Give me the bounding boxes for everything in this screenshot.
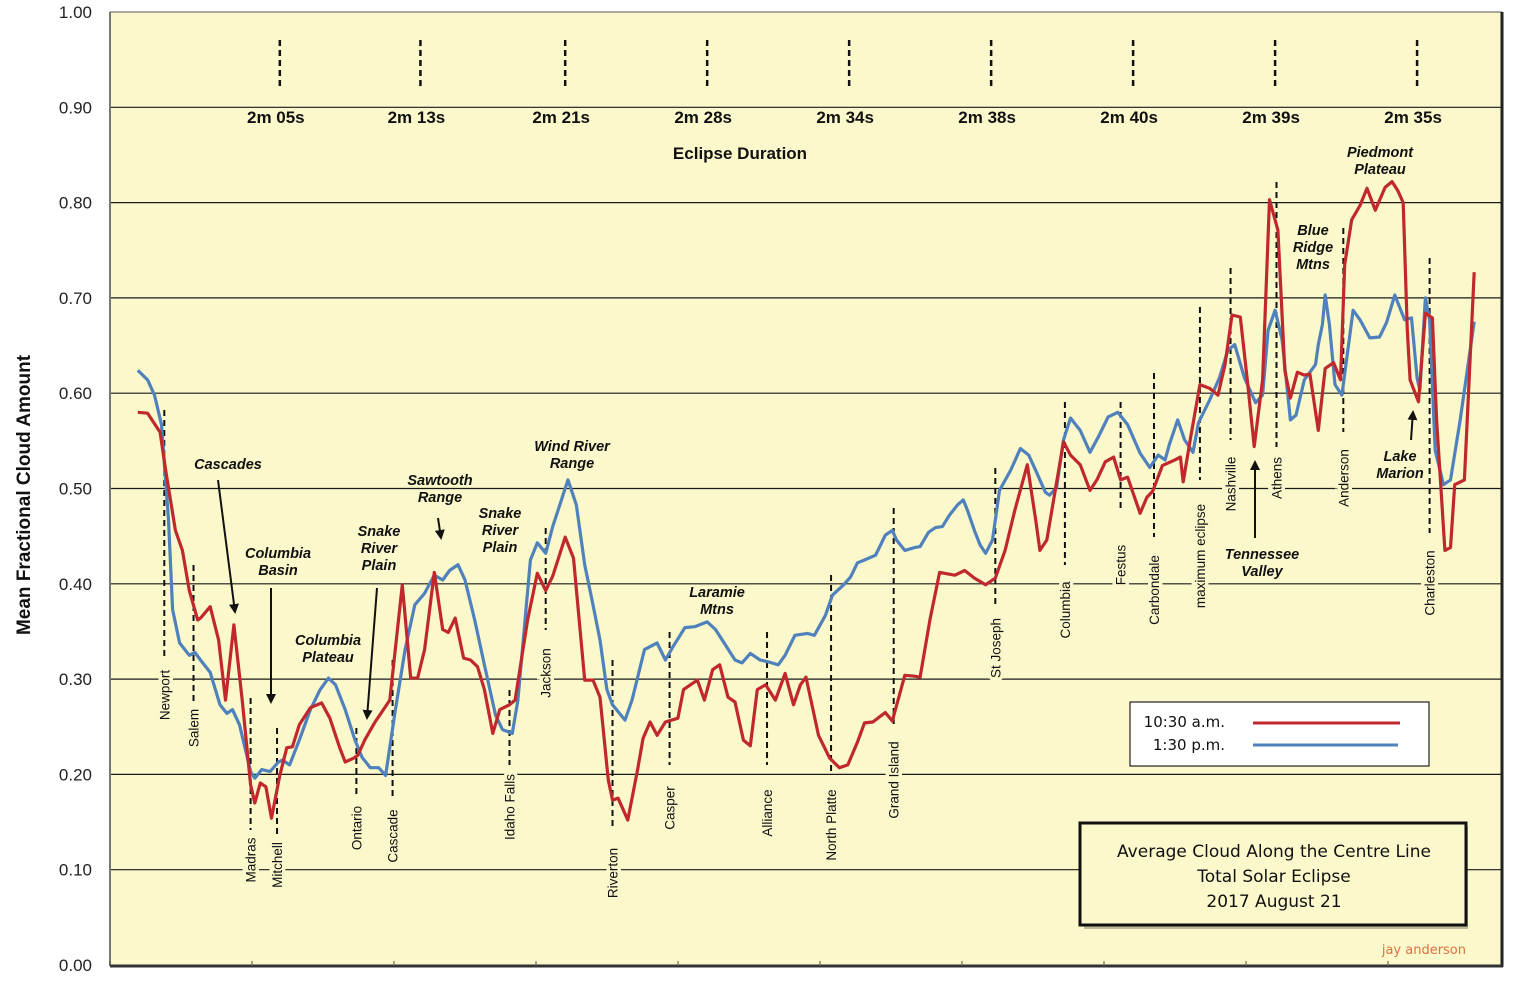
- location-label: Festus: [1114, 544, 1129, 585]
- legend-box: [1129, 701, 1430, 767]
- annotation-label: Piedmont: [1347, 145, 1414, 161]
- annotation-arrow: [1407, 410, 1418, 441]
- series-line-130pm: [136, 293, 1476, 780]
- y-tick-label: 0.90: [59, 98, 92, 117]
- terrain-annotations: CascadesColumbiaBasinColumbiaPlateauSnak…: [194, 145, 1424, 720]
- annotation-label: Basin: [258, 563, 298, 579]
- plot-frame: [109, 11, 1504, 968]
- legend-label-1330: 1:30 p.m.: [1153, 736, 1225, 754]
- annotation-arrow: [217, 479, 239, 614]
- location-label: Alliance: [760, 789, 775, 836]
- y-tick-label: 0.60: [59, 384, 92, 403]
- annotation-label: Range: [550, 456, 594, 472]
- location-label: Athens: [1269, 457, 1284, 499]
- chart-subtitle-1: Total Solar Eclipse: [1196, 867, 1350, 887]
- annotation-label: River: [482, 523, 520, 539]
- y-tick-label: 0.50: [59, 480, 92, 499]
- location-label: Ontario: [349, 806, 364, 850]
- location-label: Mitchell: [270, 842, 285, 888]
- annotation-label: Snake: [479, 506, 522, 522]
- location-label: Grand Island: [887, 741, 902, 818]
- y-tick-label: 0.30: [59, 670, 92, 689]
- duration-label: 2m 38s: [958, 108, 1016, 127]
- annotation-label: Blue: [1297, 223, 1328, 239]
- annotation-label: Plateau: [302, 650, 354, 666]
- annotation-label: Cascades: [194, 457, 262, 473]
- location-label: Salem: [187, 709, 202, 747]
- duration-label: 2m 05s: [247, 108, 305, 127]
- annotation-label: Marion: [1376, 466, 1424, 482]
- y-axis-ticks: 0.00 0.10 0.20 0.30 0.40 0.50 0.60 0.70 0.80 0.90…: [59, 3, 92, 975]
- duration-label: 2m 21s: [532, 108, 590, 127]
- annotation-arrow: [434, 517, 445, 540]
- annotation-label: Plateau: [1354, 162, 1406, 178]
- location-label: Madras: [244, 837, 259, 882]
- title-box-frame: [1078, 821, 1468, 927]
- duration-label: 2m 40s: [1100, 108, 1158, 127]
- annotation-label: Snake: [358, 524, 401, 540]
- credit: jay anderson: [1381, 943, 1466, 958]
- x-axis-ticks: [109, 961, 1389, 966]
- annotation-label: Tennessee: [1225, 547, 1299, 563]
- location-label: Casper: [663, 786, 678, 830]
- annotation-label: Mtns: [1296, 257, 1330, 273]
- duration-label: 2m 34s: [816, 108, 874, 127]
- y-tick-label: 0.00: [59, 956, 92, 975]
- location-label: Anderson: [1336, 449, 1351, 507]
- annotation-label: Range: [418, 490, 462, 506]
- location-label: maximum eclipse: [1193, 504, 1208, 608]
- duration-label: 2m 39s: [1242, 108, 1300, 127]
- location-label: Jackson: [539, 648, 554, 698]
- duration-label: 2m 35s: [1384, 108, 1442, 127]
- location-label: Cascade: [386, 809, 401, 862]
- y-tick-label: 0.70: [59, 289, 92, 308]
- annotation-label: Columbia: [295, 633, 361, 649]
- annotation-label: Plain: [483, 540, 518, 556]
- annotation-label: Ridge: [1293, 240, 1333, 256]
- chart-title: Average Cloud Along the Centre Line: [1117, 842, 1431, 862]
- location-label: Newport: [157, 670, 172, 721]
- annotation-label: Plain: [362, 558, 397, 574]
- eclipse-duration-title: Eclipse Duration: [673, 144, 807, 163]
- eclipse-durations: 2m 05s 2m 13s 2m 21s 2m 28s 2m 34s 2m 38s 2m 4…: [247, 40, 1442, 127]
- series-lines: [136, 180, 1476, 822]
- chart-subtitle-2: 2017 August 21: [1206, 892, 1341, 912]
- location-label: Charleston: [1423, 550, 1438, 615]
- series-line-1030am: [137, 180, 1476, 822]
- annotation-label: Wind River: [534, 439, 611, 455]
- y-tick-label: 1.00: [59, 3, 92, 22]
- title-box: Average Cloud Along the Centre Line Tota…: [1078, 821, 1468, 929]
- annotation-label: Mtns: [700, 602, 734, 618]
- duration-label: 2m 28s: [674, 108, 732, 127]
- location-markers: Newport Salem Madras Mitchell Ontario Cascade…: [154, 182, 1441, 902]
- location-label: Idaho Falls: [503, 774, 518, 840]
- duration-label: 2m 13s: [388, 108, 446, 127]
- location-label: Carbondale: [1147, 555, 1162, 625]
- annotation-label: Sawtooth: [407, 473, 472, 489]
- y-axis-label: Mean Fractional Cloud Amount: [14, 354, 35, 635]
- y-tick-label: 0.20: [59, 765, 92, 784]
- location-label: North Platte: [824, 789, 839, 860]
- location-label: St Joseph: [988, 618, 1003, 678]
- location-label: Columbia: [1058, 581, 1073, 639]
- legend: 10:30 a.m. 1:30 p.m.: [1129, 701, 1430, 767]
- y-tick-label: 0.40: [59, 575, 92, 594]
- y-tick-label: 0.10: [59, 861, 92, 880]
- annotation-label: Laramie: [689, 585, 745, 601]
- location-label: Riverton: [606, 848, 621, 898]
- annotation-label: River: [361, 541, 399, 557]
- annotation-label: Valley: [1241, 564, 1283, 580]
- location-label: Nashville: [1224, 457, 1239, 512]
- annotation-label: Columbia: [245, 546, 311, 562]
- annotation-label: Lake: [1383, 449, 1416, 465]
- annotation-arrow: [362, 587, 378, 720]
- legend-label-1030: 10:30 a.m.: [1144, 713, 1225, 731]
- y-tick-label: 0.80: [59, 194, 92, 213]
